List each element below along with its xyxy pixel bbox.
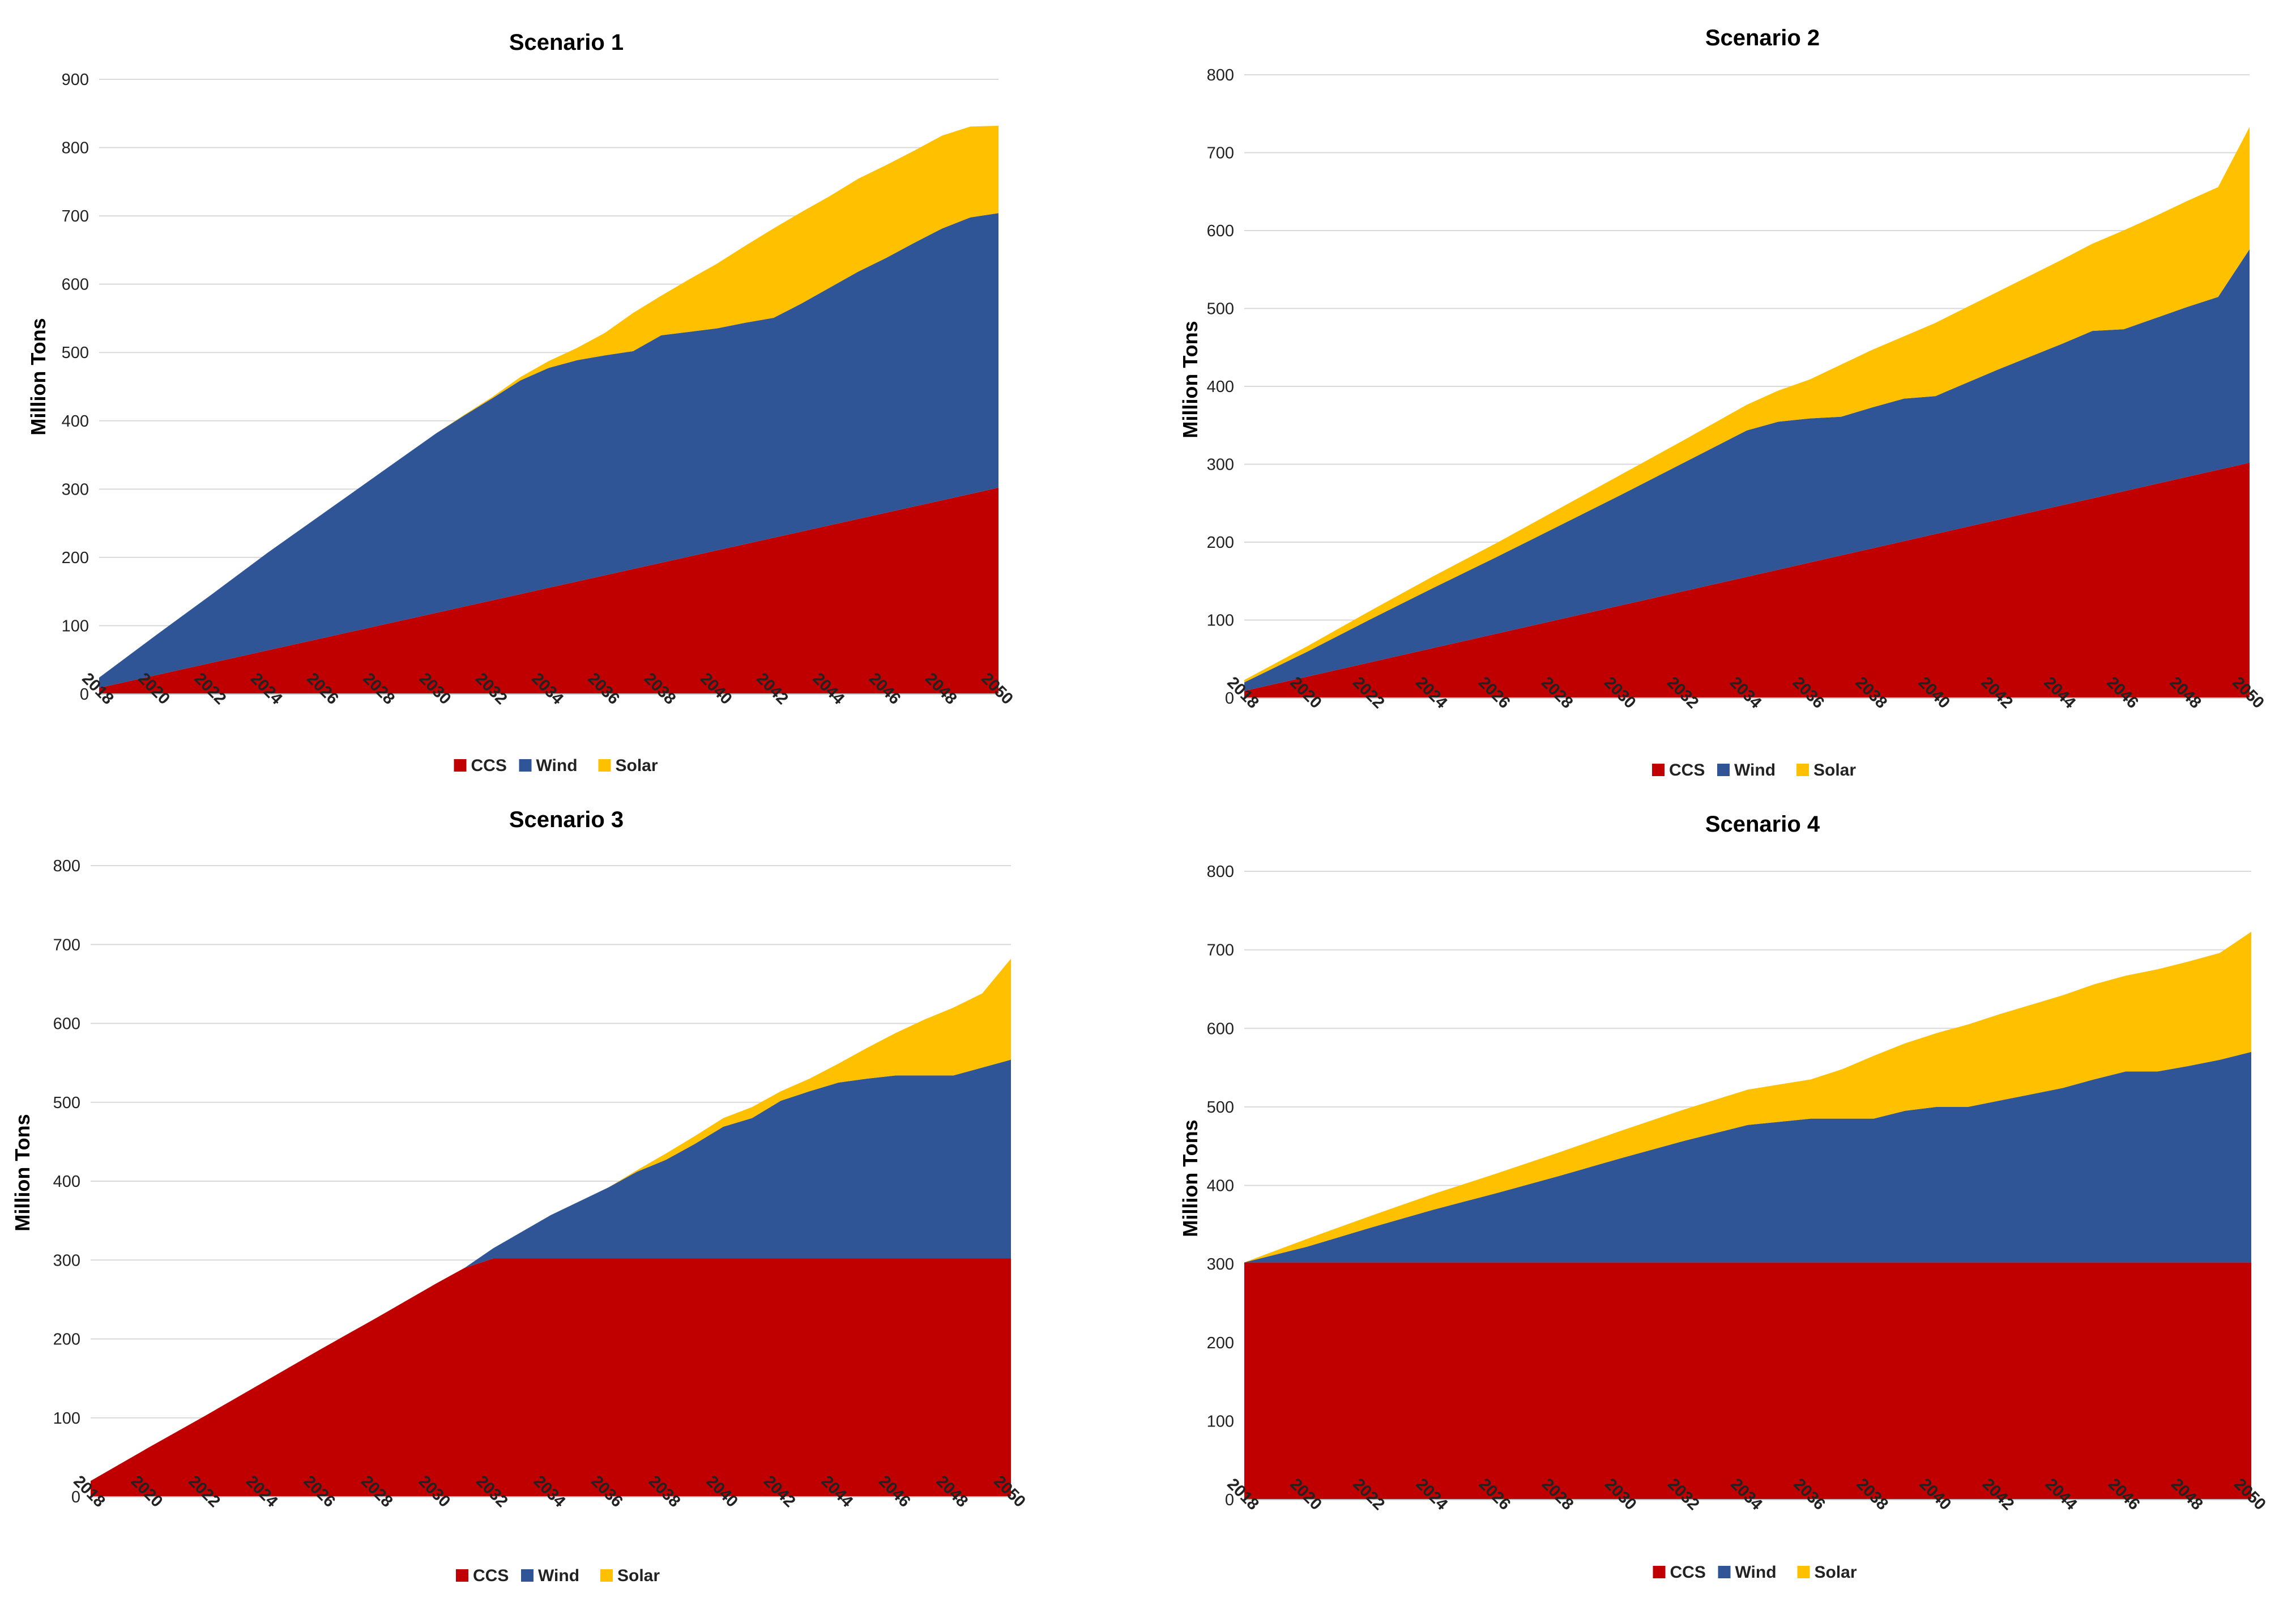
y-tick-label: 400: [62, 412, 89, 431]
y-tick-label: 400: [1207, 1177, 1234, 1195]
y-tick-label: 700: [1207, 942, 1234, 960]
y-axis-label: Million Tons: [27, 318, 50, 435]
legend-label-ccs: CCS: [1669, 761, 1705, 780]
legend-label-solar: Solar: [1813, 761, 1856, 780]
y-tick-label: 200: [53, 1331, 80, 1349]
area-wind: [99, 213, 998, 688]
y-tick-label: 700: [53, 936, 80, 954]
chart-title: Scenario 4: [1705, 812, 1820, 837]
legend-swatch-ccs: [454, 759, 467, 772]
y-tick-label: 100: [1207, 612, 1234, 630]
legend-swatch-solar: [1797, 1566, 1810, 1578]
area-solar: [1244, 127, 2250, 683]
y-tick-label: 600: [62, 276, 89, 294]
chart-panel-2: 0 100 200 300 400 500 600 700 800 2018 2020 2022 202…: [1148, 0, 2296, 798]
legend-swatch-ccs: [1652, 764, 1665, 776]
y-tick-label: 100: [53, 1409, 80, 1428]
legend-label-wind: Wind: [1734, 761, 1776, 780]
chart-title: Scenario 2: [1705, 25, 1820, 50]
y-tick-label: 500: [53, 1094, 80, 1112]
y-tick-label: 0: [1225, 1491, 1234, 1509]
legend-label-solar: Solar: [617, 1566, 660, 1585]
y-tick-label: 800: [1207, 66, 1234, 84]
y-axis-label: Million Tons: [1179, 321, 1202, 438]
y-tick-label: 400: [53, 1173, 80, 1191]
y-tick-label: 800: [53, 857, 80, 875]
y-tick-label: 700: [62, 207, 89, 225]
legend-swatch-ccs: [1653, 1566, 1666, 1578]
chart-panel-4: 0 100 200 300 400 500 600 700 800 2018 2020 2022 202…: [1148, 798, 2296, 1596]
y-tick-label: 300: [53, 1251, 80, 1270]
area-wind: [1244, 249, 2250, 691]
y-tick-label: 600: [1207, 222, 1234, 240]
y-tick-label: 0: [80, 685, 89, 704]
y-tick-label: 200: [1207, 534, 1234, 552]
y-tick-label: 700: [1207, 144, 1234, 163]
legend-swatch-wind: [1717, 764, 1730, 776]
legend-label-solar: Solar: [1815, 1563, 1857, 1582]
legend-label-solar: Solar: [616, 756, 658, 775]
y-tick-label: 500: [62, 344, 89, 362]
y-tick-label: 800: [62, 139, 89, 157]
y-tick-label: 600: [53, 1015, 80, 1033]
y-tick-label: 300: [1207, 456, 1234, 474]
y-axis-label: Million Tons: [11, 1114, 34, 1231]
chart-panel-1: 0 100 200 300 400 500 600 700 800 900 2018 2020 2022…: [0, 0, 1148, 798]
y-tick-label: 0: [71, 1488, 80, 1506]
y-axis-label: Million Tons: [1179, 1119, 1202, 1237]
y-tick-label: 600: [1207, 1020, 1234, 1038]
legend-swatch-ccs: [456, 1569, 468, 1582]
area-ccs: [1244, 462, 2250, 698]
legend-label-ccs: CCS: [473, 1566, 509, 1585]
chart-title: Scenario 3: [509, 807, 624, 832]
area-ccs: [1244, 1262, 2251, 1500]
area-solar: [1244, 931, 2251, 1263]
y-tick-label: 100: [1207, 1412, 1234, 1430]
area-wind: [91, 1059, 1011, 1481]
legend-swatch-solar: [1796, 764, 1809, 776]
legend-label-wind: Wind: [538, 1566, 579, 1585]
legend-swatch-wind: [1718, 1566, 1731, 1578]
legend-swatch-wind: [521, 1569, 534, 1582]
y-tick-label: 300: [1207, 1255, 1234, 1274]
y-tick-label: 400: [1207, 378, 1234, 396]
area-solar: [99, 125, 998, 678]
y-tick-label: 300: [62, 480, 89, 499]
legend-label-wind: Wind: [1735, 1563, 1777, 1582]
chart-panel-3: 0 100 200 300 400 500 600 700 800 2018 2020 2022 202…: [0, 798, 1148, 1596]
y-tick-label: 500: [1207, 1098, 1234, 1117]
legend-swatch-wind: [519, 759, 532, 772]
chart-title: Scenario 1: [509, 30, 624, 55]
y-tick-label: 500: [1207, 300, 1234, 318]
area-wind: [1244, 1051, 2251, 1263]
y-tick-label: 200: [1207, 1334, 1234, 1352]
legend-label-wind: Wind: [536, 756, 578, 775]
legend-label-ccs: CCS: [471, 756, 507, 775]
y-tick-label: 800: [1207, 863, 1234, 881]
area-ccs: [91, 1258, 1011, 1497]
legend-label-ccs: CCS: [1670, 1563, 1706, 1582]
y-tick-label: 900: [62, 71, 89, 89]
y-tick-label: 100: [62, 617, 89, 635]
area-ccs: [99, 487, 998, 694]
y-tick-label: 200: [62, 549, 89, 567]
legend-swatch-solar: [598, 759, 611, 772]
legend-swatch-solar: [600, 1569, 613, 1582]
y-tick-label: 0: [1225, 689, 1234, 708]
